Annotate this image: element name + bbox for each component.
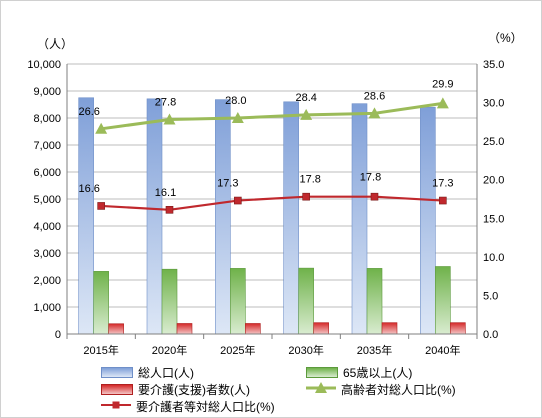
care-ratio-point [439, 196, 447, 205]
elderly-ratio-point [436, 97, 449, 109]
left-axis-unit: （人） [37, 37, 74, 51]
left-tick-label: 8,000 [33, 113, 61, 125]
elderly-ratio-label: 28.0 [225, 95, 246, 107]
right-axis-unit: （%） [488, 31, 523, 45]
left-tick-label: 5,000 [33, 194, 61, 206]
category-label: 2020年 [152, 343, 187, 357]
bar-care-recipients [245, 323, 261, 335]
bar-care-recipients [381, 322, 398, 335]
care-ratio-point [302, 192, 310, 201]
legend-aged-65-plus: 65歳以上(人) [306, 364, 412, 381]
left-tick-label: 0 [55, 329, 61, 341]
bar-aged-65-plus [366, 268, 383, 335]
legend-label: 総人口(人) [138, 366, 194, 380]
legend-swatch [101, 367, 133, 378]
right-tick-label: 20.0 [483, 175, 504, 187]
care-ratio-label: 16.6 [78, 183, 99, 195]
care-ratio-point [370, 192, 379, 201]
care-ratio-label: 16.1 [155, 187, 176, 199]
elderly-ratio-label: 26.6 [78, 106, 99, 118]
bar-care-recipients [176, 323, 193, 335]
care-ratio-label: 17.3 [432, 178, 453, 190]
bar-aged-65-plus [93, 271, 109, 335]
care-ratio-point [97, 202, 105, 210]
right-tick-label: 0.0 [483, 329, 498, 341]
bar-total-population [78, 97, 94, 335]
care-ratio-point [234, 196, 242, 205]
right-tick-label: 30.0 [483, 98, 504, 110]
bar-total-population [215, 99, 231, 335]
bar-care-recipients [450, 322, 466, 335]
series-line-elderly-ratio [100, 101, 444, 131]
legend-elderly-ratio: 高齢者対総人口比(%) [306, 381, 456, 398]
category-label: 2035年 [357, 343, 392, 357]
right-tick-label: 10.0 [483, 252, 504, 264]
category-label: 2015年 [83, 343, 118, 357]
legend-label: 要介護者等対総人口比(%) [136, 400, 275, 414]
elderly-ratio-label: 27.8 [155, 97, 176, 109]
bar-total-population [351, 103, 368, 335]
elderly-ratio-point [163, 113, 176, 125]
right-tick-label: 25.0 [483, 136, 504, 148]
care-ratio-point [165, 206, 174, 214]
legend-label: 高齢者対総人口比(%) [341, 383, 456, 397]
elderly-ratio-label: 28.6 [364, 90, 385, 102]
bar-care-recipients [313, 322, 329, 335]
bar-total-population [146, 98, 163, 335]
left-tick-label: 7,000 [33, 140, 61, 152]
bar-total-population [420, 106, 436, 335]
category-label: 2025年 [220, 343, 255, 357]
elderly-ratio-label: 29.9 [432, 78, 453, 90]
bar-total-population [283, 101, 299, 335]
series-line-care-ratio [101, 195, 443, 211]
bar-aged-65-plus [435, 266, 451, 335]
bar-aged-65-plus [161, 268, 178, 335]
legend-care-recipients: 要介護(支援)者数(人) [101, 381, 250, 398]
legend-swatch [101, 384, 133, 395]
elderly-ratio-point [368, 107, 381, 119]
care-ratio-label: 17.8 [299, 174, 320, 186]
legend-swatch [306, 367, 338, 378]
right-tick-label: 15.0 [483, 213, 504, 225]
left-tick-label: 10,000 [27, 59, 61, 71]
elderly-ratio-label: 28.4 [295, 92, 316, 104]
left-tick-label: 6,000 [33, 167, 61, 179]
legend-label: 65歳以上(人) [343, 366, 413, 380]
bar-aged-65-plus [298, 267, 314, 335]
legend-swatch [101, 399, 131, 414]
legend-care-ratio: 要介護者等対総人口比(%) [101, 398, 275, 415]
left-tick-label: 2,000 [33, 275, 61, 287]
left-tick-label: 9,000 [33, 86, 61, 98]
left-tick-label: 3,000 [33, 248, 61, 260]
elderly-ratio-point [95, 122, 108, 134]
care-ratio-label: 17.3 [217, 178, 238, 190]
category-label: 2030年 [288, 343, 323, 357]
right-tick-label: 35.0 [483, 59, 504, 71]
legend-label: 要介護(支援)者数(人) [138, 383, 250, 397]
right-tick-label: 5.0 [483, 290, 498, 302]
bar-aged-65-plus [230, 268, 246, 335]
bar-care-recipients [108, 323, 124, 335]
legend-total-population: 総人口(人) [101, 364, 194, 381]
category-label: 2040年 [425, 343, 460, 357]
elderly-ratio-point [231, 112, 244, 123]
legend-swatch [306, 382, 336, 397]
left-tick-label: 1,000 [33, 302, 61, 314]
care-ratio-label: 17.8 [360, 172, 381, 184]
left-tick-label: 4,000 [33, 221, 61, 233]
elderly-ratio-point [300, 108, 313, 120]
